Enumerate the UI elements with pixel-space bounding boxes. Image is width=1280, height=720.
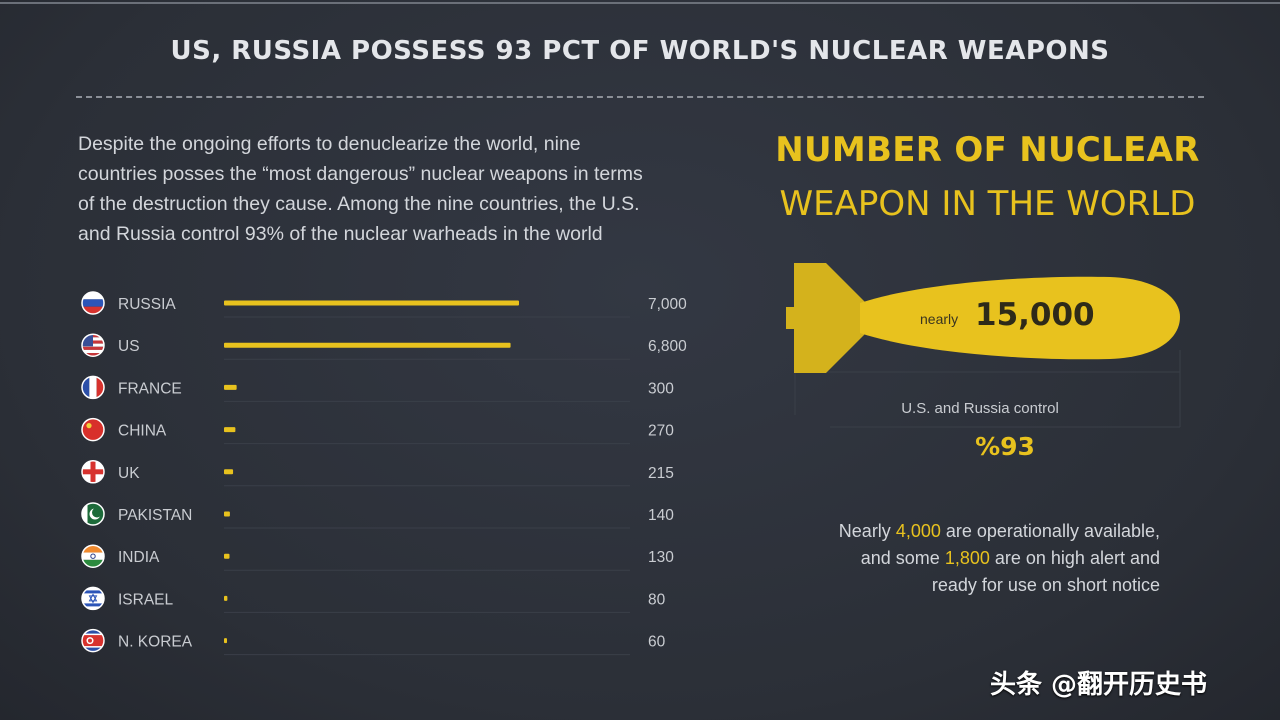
chart-row: RUSSIA 7,000 bbox=[81, 291, 687, 318]
nearly-label: nearly bbox=[920, 311, 959, 327]
flag-border bbox=[81, 586, 105, 611]
bar bbox=[224, 511, 230, 517]
control-percentage: %93 bbox=[975, 432, 1035, 461]
flag-border bbox=[81, 291, 105, 315]
france-flag-icon bbox=[81, 375, 105, 400]
north-korea-flag-icon bbox=[81, 628, 105, 653]
flag-border bbox=[81, 333, 105, 357]
flag-border bbox=[81, 502, 105, 526]
operational-note: Nearly 4,000 are operationally available… bbox=[830, 518, 1160, 599]
value-label: 60 bbox=[648, 634, 666, 651]
flag-border bbox=[81, 628, 105, 653]
value-label: 215 bbox=[648, 465, 674, 482]
note-text: are on high alert and ready for use on s… bbox=[931, 548, 1160, 595]
nuclear-weapons-bar-chart: RUSSIA 7,000 US 6,800 FRANCE 300 CHINA 270 UK 215… bbox=[81, 291, 687, 656]
intro-line: Despite the ongoing efforts to denuclear… bbox=[78, 133, 581, 155]
bar bbox=[224, 342, 511, 348]
value-label: 130 bbox=[648, 549, 674, 566]
chart-row: US 6,800 bbox=[81, 333, 687, 360]
category-label: UK bbox=[118, 465, 140, 482]
flag-border bbox=[81, 544, 105, 568]
value-label: 7,000 bbox=[648, 296, 687, 313]
bomb-icon bbox=[786, 263, 1181, 428]
category-label: N. KOREA bbox=[118, 634, 193, 651]
note-text: are operationally available, and some bbox=[860, 521, 1160, 568]
category-label: FRANCE bbox=[118, 380, 182, 397]
total-weapons-value: 15,000 bbox=[975, 297, 1095, 333]
category-label: CHINA bbox=[118, 423, 167, 440]
bar bbox=[224, 469, 234, 475]
bar bbox=[224, 553, 230, 559]
side-title-line-2: WEAPON IN THE WORLD bbox=[779, 184, 1196, 224]
value-label: 300 bbox=[648, 380, 674, 397]
china-flag-icon bbox=[81, 417, 105, 442]
bar bbox=[224, 300, 519, 306]
israel-flag-icon bbox=[81, 586, 105, 611]
category-label: US bbox=[118, 338, 140, 355]
bar bbox=[224, 427, 236, 433]
control-label: U.S. and Russia control bbox=[901, 400, 1059, 417]
category-label: ISRAEL bbox=[118, 591, 174, 608]
category-label: PAKISTAN bbox=[118, 507, 192, 524]
intro-line: and Russia control 93% of the nuclear wa… bbox=[78, 223, 603, 245]
page-title: US, RUSSIA POSSESS 93 PCT OF WORLD'S NUC… bbox=[170, 36, 1110, 66]
chart-row: CHINA 270 bbox=[81, 417, 674, 445]
chart-row: FRANCE 300 bbox=[81, 375, 674, 402]
chart-row: PAKISTAN 140 bbox=[81, 502, 674, 529]
value-label: 6,800 bbox=[648, 338, 687, 355]
top-border bbox=[0, 2, 1280, 4]
note-highlight-operational: 4,000 bbox=[895, 521, 941, 541]
value-label: 140 bbox=[648, 507, 674, 524]
note-highlight-alert: 1,800 bbox=[944, 548, 990, 568]
chart-row: ISRAEL 80 bbox=[81, 586, 666, 613]
chart-row: INDIA 130 bbox=[81, 544, 674, 571]
flag-border bbox=[81, 375, 105, 400]
category-label: RUSSIA bbox=[118, 296, 176, 313]
bar bbox=[224, 595, 228, 601]
dashed-divider bbox=[76, 96, 1204, 98]
side-title-line-1: NUMBER OF NUCLEAR bbox=[775, 130, 1200, 170]
pakistan-flag-icon bbox=[81, 502, 105, 526]
flag-border bbox=[81, 460, 105, 484]
chart-row: N. KOREA 60 bbox=[81, 628, 666, 656]
russia-flag-icon bbox=[81, 291, 105, 315]
category-label: INDIA bbox=[118, 549, 160, 566]
value-label: 80 bbox=[648, 591, 666, 608]
bar bbox=[224, 638, 227, 644]
intro-paragraph: Despite the ongoing efforts to denuclear… bbox=[78, 129, 758, 249]
uk-flag-icon bbox=[81, 460, 105, 484]
value-label: 270 bbox=[648, 423, 674, 440]
note-text: Nearly bbox=[838, 521, 896, 541]
watermark: 头条 @翻开历史书 bbox=[990, 670, 1208, 700]
intro-line: of the destruction they cause. Among the… bbox=[78, 193, 640, 215]
flag-border bbox=[81, 417, 105, 442]
bar bbox=[224, 384, 237, 390]
chart-row: UK 215 bbox=[81, 460, 674, 487]
us-flag-icon bbox=[81, 333, 105, 357]
india-flag-icon bbox=[81, 544, 105, 568]
intro-line: countries posses the “most dangerous” nu… bbox=[78, 163, 643, 185]
